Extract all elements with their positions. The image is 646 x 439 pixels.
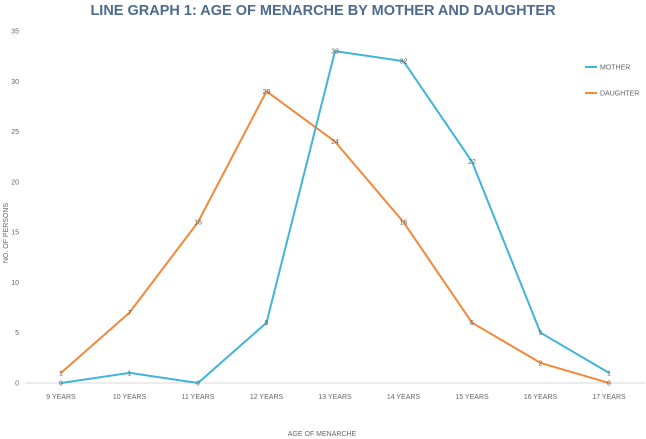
- x-axis-title: AGE OF MENARCHE: [288, 431, 357, 438]
- y-tick-label: 35: [11, 29, 19, 36]
- legend-label-daughter: DAUGHTER: [600, 91, 639, 98]
- data-label-mother: 5: [539, 330, 543, 337]
- x-tick-label: 12 YEARS: [250, 394, 284, 401]
- series-line-mother: [60, 50, 610, 384]
- data-label-mother: 32: [400, 59, 408, 66]
- legend: MOTHER DAUGHTER: [585, 65, 639, 98]
- data-label-mother: 6: [265, 320, 269, 327]
- data-label-mother: 0: [59, 381, 63, 388]
- data-label-daughter: 1: [59, 370, 63, 377]
- x-tick-label: 9 YEARS: [46, 394, 76, 401]
- y-tick-label: 20: [11, 179, 19, 186]
- data-label-daughter: 16: [194, 220, 202, 227]
- data-label-daughter: 0: [607, 381, 611, 388]
- data-label-mother: 0: [196, 381, 200, 388]
- data-label-mother: 22: [468, 159, 476, 166]
- y-tick-label: 0: [15, 381, 19, 388]
- series-lines: [60, 50, 610, 384]
- y-tick-label: 10: [11, 280, 19, 287]
- y-tick-label: 30: [11, 79, 19, 86]
- series-line-daughter: [60, 90, 610, 384]
- x-tick-label: 11 YEARS: [182, 394, 215, 401]
- y-axis-title: NO. OF PERSONS: [3, 203, 10, 264]
- data-label-mother: 1: [128, 370, 132, 377]
- data-label-daughter: 16: [400, 220, 408, 227]
- x-tick-label: 15 YEARS: [455, 394, 489, 401]
- y-tick-label: 15: [11, 230, 19, 237]
- x-tick-label: 13 YEARS: [318, 394, 352, 401]
- data-label-daughter: 2: [539, 360, 543, 367]
- data-label-mother: 1: [607, 370, 611, 377]
- data-label-daughter: 7: [128, 310, 132, 317]
- legend-label-mother: MOTHER: [600, 65, 630, 72]
- data-label-daughter: 29: [263, 89, 271, 96]
- x-tick-label: 14 YEARS: [387, 394, 421, 401]
- data-label-mother: 33: [331, 49, 339, 56]
- x-tick-label: 10 YEARS: [113, 394, 147, 401]
- x-tick-label: 16 YEARS: [524, 394, 558, 401]
- data-label-daughter: 24: [331, 139, 339, 146]
- x-tick-label: 17 YEARS: [592, 394, 626, 401]
- data-labels: 0 1 0 6 33 32 22 5 1 1 7 16 29 24 16 6 2 0: [59, 49, 611, 388]
- data-label-daughter: 6: [470, 320, 474, 327]
- y-tick-label: 5: [15, 330, 19, 337]
- y-tick-label: 25: [11, 129, 19, 136]
- chart-title: LINE GRAPH 1: AGE OF MENARCHE BY MOTHER …: [90, 3, 556, 19]
